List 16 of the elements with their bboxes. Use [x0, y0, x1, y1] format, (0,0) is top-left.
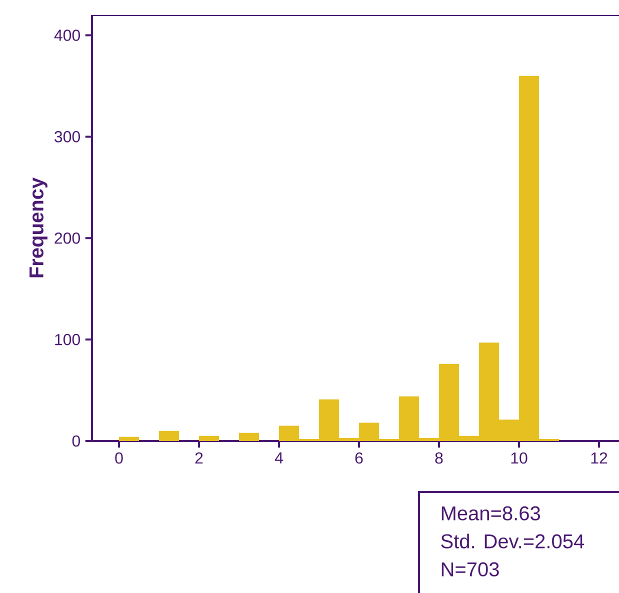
x-tick-label: 12 — [591, 452, 608, 464]
y-tick-label: 300 — [54, 131, 80, 142]
y-tick-label: 0 — [72, 435, 80, 447]
y-tick-label: 200 — [54, 232, 80, 244]
text: Mean=8.63 — [442, 506, 540, 520]
text: Std. Dev.=2.054 — [441, 534, 584, 548]
y-tick-label: 100 — [55, 334, 80, 346]
x-tick-label: 8 — [435, 452, 443, 464]
x-tick-label: 4 — [274, 452, 283, 464]
y-tick-label: 400 — [54, 30, 80, 41]
x-tick-label: 10 — [511, 452, 528, 464]
x-tick-label: 2 — [195, 452, 203, 464]
y-axis-title: Frequency — [30, 178, 48, 278]
x-tick-label: 0 — [115, 452, 123, 464]
text: N=703 — [442, 562, 499, 576]
x-tick-label: 6 — [355, 452, 363, 464]
